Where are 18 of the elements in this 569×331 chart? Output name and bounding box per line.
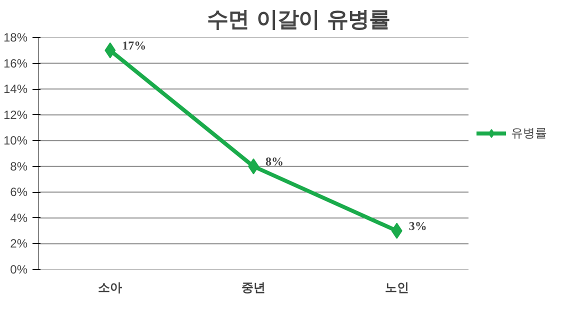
chart-title: 수면 이갈이 유병률 <box>207 8 390 32</box>
y-tick-label: 14% <box>3 82 28 96</box>
y-tick-label: 4% <box>10 210 28 225</box>
y-tick-label: 16% <box>3 56 28 70</box>
text: 3% <box>408 218 427 233</box>
y-tick-label: 6% <box>10 185 28 200</box>
y-tick-label: 0% <box>10 262 28 276</box>
y-tick-label: 8% <box>10 159 28 174</box>
x-tick-label: 노인 <box>384 280 409 294</box>
x-tick-label: 중년 <box>242 280 266 294</box>
y-tick-label: 10% <box>3 134 28 148</box>
y-tick-label: 12% <box>3 108 28 122</box>
y-tick-label: 18% <box>3 30 28 44</box>
y-tick-label: 2% <box>10 236 28 251</box>
x-tick-label: 소아 <box>98 280 122 294</box>
text: 17% <box>122 38 146 52</box>
legend-label: 유병률 <box>511 124 547 142</box>
text: 8% <box>266 154 284 168</box>
